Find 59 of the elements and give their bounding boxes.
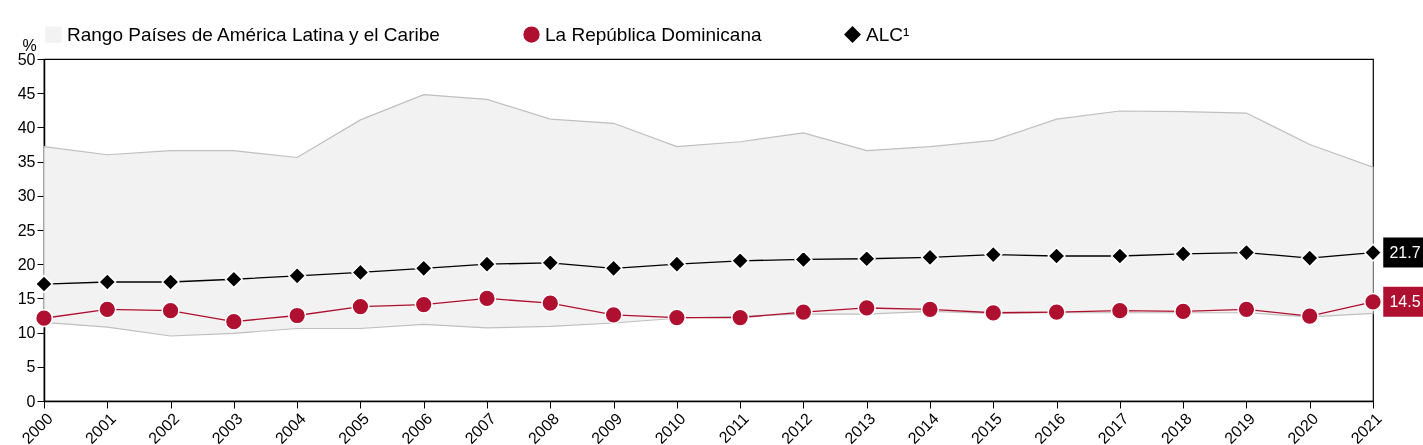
point — [1363, 243, 1383, 262]
point — [477, 255, 497, 274]
y-tick-label: 35 — [17, 153, 36, 171]
point — [920, 248, 940, 267]
point — [34, 274, 54, 294]
point — [1110, 301, 1129, 320]
point — [731, 251, 750, 270]
y-tick-label: 25 — [17, 221, 36, 239]
y-tick-label: 15 — [17, 289, 36, 307]
point — [541, 253, 560, 272]
point — [161, 272, 180, 292]
y-tick-label: 10 — [17, 324, 36, 342]
y-tick-label: 0 — [26, 392, 36, 410]
point — [857, 298, 876, 318]
point — [98, 300, 117, 319]
point — [857, 249, 876, 268]
point — [1300, 307, 1319, 326]
point — [34, 309, 54, 328]
y-tick-label: 20 — [17, 255, 36, 273]
point — [161, 301, 180, 320]
point — [667, 255, 686, 274]
point — [794, 250, 813, 269]
legend-label: ALC¹ — [866, 23, 910, 45]
point — [414, 259, 433, 278]
point — [731, 308, 750, 327]
y-tick-label: 5 — [26, 358, 36, 376]
point — [1174, 302, 1193, 321]
point — [414, 295, 433, 314]
point — [351, 297, 370, 316]
y-tick-label: 30 — [17, 187, 36, 205]
point — [224, 270, 243, 289]
point — [604, 259, 623, 278]
point — [1237, 300, 1256, 319]
point — [224, 312, 243, 331]
point — [98, 272, 117, 292]
point — [1300, 248, 1319, 268]
point — [1047, 302, 1066, 322]
point — [1110, 246, 1129, 266]
point — [288, 306, 307, 325]
point — [604, 305, 623, 324]
point — [351, 263, 370, 282]
point — [920, 300, 940, 319]
point — [667, 308, 686, 327]
legend-label: La República Dominicana — [545, 23, 762, 45]
point — [1363, 292, 1383, 311]
data-label: 21.7 — [1389, 243, 1421, 261]
point — [1237, 243, 1256, 262]
y-tick-label: 40 — [17, 118, 36, 136]
point — [794, 302, 813, 322]
point — [477, 289, 497, 308]
y-tick-label: 45 — [17, 84, 36, 102]
point — [1047, 246, 1066, 266]
point — [541, 294, 560, 313]
point — [1174, 244, 1193, 264]
point — [984, 303, 1003, 322]
data-label: 14.5 — [1389, 292, 1421, 310]
point — [288, 266, 307, 285]
point — [984, 245, 1003, 264]
legend-label: Rango Países de América Latina y el Caribe — [67, 23, 440, 45]
